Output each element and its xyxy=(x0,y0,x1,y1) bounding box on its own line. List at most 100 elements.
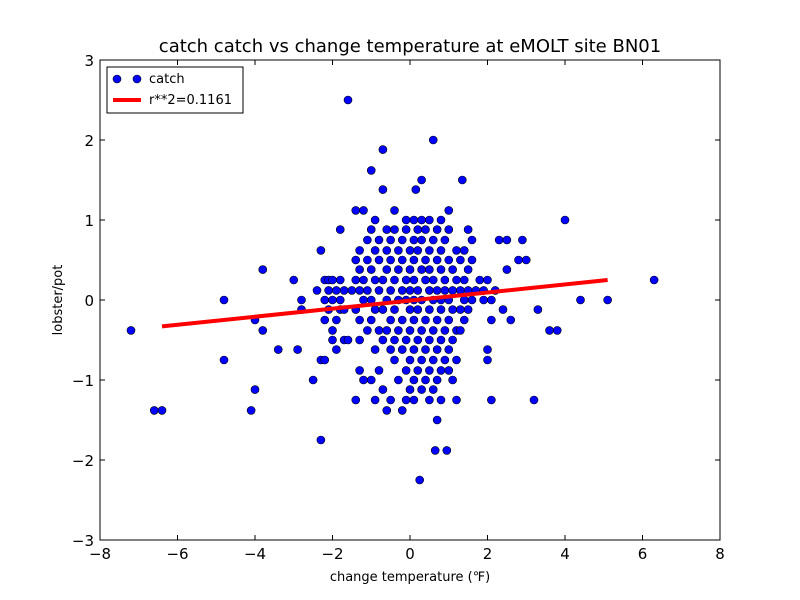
data-point xyxy=(394,246,403,255)
data-point xyxy=(382,265,392,274)
data-point xyxy=(452,395,461,405)
x-tick-label: 0 xyxy=(405,545,415,563)
data-point xyxy=(390,335,399,345)
data-point xyxy=(428,135,438,145)
data-point xyxy=(382,406,392,415)
data-point xyxy=(518,235,527,245)
data-point xyxy=(603,295,612,305)
data-point xyxy=(401,395,411,405)
data-point xyxy=(459,246,469,255)
data-point xyxy=(428,275,438,285)
data-point xyxy=(401,366,411,375)
data-point xyxy=(332,345,341,354)
data-point xyxy=(359,375,368,385)
data-point xyxy=(456,305,465,314)
data-point xyxy=(363,235,372,245)
data-point xyxy=(409,275,419,285)
chart-title: catch catch vs change temperature at eMO… xyxy=(159,36,661,57)
data-point xyxy=(401,215,411,225)
data-point xyxy=(467,255,477,265)
data-point xyxy=(421,345,430,354)
data-point xyxy=(386,395,395,405)
data-point xyxy=(417,235,426,245)
legend-marker-catch xyxy=(112,74,122,84)
data-point xyxy=(157,406,167,415)
data-point xyxy=(397,345,407,354)
y-tick-label: 3 xyxy=(84,52,94,70)
data-point xyxy=(351,255,361,265)
data-point xyxy=(413,286,423,295)
legend-box xyxy=(106,66,244,114)
data-point xyxy=(444,315,454,325)
data-point xyxy=(355,366,364,375)
data-point xyxy=(386,255,395,265)
data-point xyxy=(436,366,446,375)
data-point xyxy=(149,406,159,415)
data-point xyxy=(417,326,426,335)
data-point xyxy=(359,295,368,305)
data-point xyxy=(397,255,407,265)
data-point xyxy=(448,265,457,274)
data-point xyxy=(363,286,372,295)
data-point xyxy=(370,395,380,405)
data-point xyxy=(312,286,322,295)
data-point xyxy=(328,275,337,285)
data-point xyxy=(355,246,364,255)
data-point xyxy=(401,335,411,345)
data-point xyxy=(417,265,426,274)
data-point xyxy=(494,235,504,245)
x-tick-label: 8 xyxy=(715,545,725,563)
x-tick-label: 4 xyxy=(560,545,570,563)
data-point xyxy=(425,246,434,255)
data-point xyxy=(649,275,659,285)
data-point xyxy=(370,246,380,255)
data-point xyxy=(425,395,434,405)
data-point xyxy=(421,255,430,265)
data-point xyxy=(425,305,434,314)
data-point xyxy=(452,246,461,255)
data-point xyxy=(467,235,477,245)
data-point xyxy=(428,326,438,335)
data-point xyxy=(430,446,440,455)
data-point xyxy=(324,286,333,295)
y-axis-label: lobster/pot xyxy=(51,265,66,336)
data-point xyxy=(366,166,376,175)
data-point xyxy=(475,275,485,285)
data-point xyxy=(483,355,492,365)
data-point xyxy=(382,246,392,255)
data-point xyxy=(448,335,457,345)
data-point xyxy=(390,355,399,365)
data-point xyxy=(246,406,256,415)
data-point xyxy=(576,295,585,305)
data-point xyxy=(386,345,395,354)
data-point xyxy=(328,335,337,345)
data-point xyxy=(458,175,467,185)
data-point xyxy=(405,286,415,295)
data-point xyxy=(452,355,461,365)
data-point xyxy=(405,326,415,335)
data-point xyxy=(378,145,388,154)
data-point xyxy=(413,225,423,234)
data-point xyxy=(219,295,229,305)
data-point xyxy=(432,286,442,295)
data-point xyxy=(366,375,376,385)
data-point xyxy=(487,395,496,405)
data-point xyxy=(366,225,376,234)
data-point xyxy=(397,235,407,245)
data-point xyxy=(386,286,395,295)
data-point xyxy=(463,225,473,234)
data-point xyxy=(440,326,450,335)
data-point xyxy=(483,275,492,285)
data-point xyxy=(506,315,516,325)
data-point xyxy=(502,235,512,245)
data-point xyxy=(456,255,465,265)
data-point xyxy=(370,275,380,285)
data-point xyxy=(459,315,469,325)
data-point xyxy=(308,375,318,385)
data-point xyxy=(529,395,539,405)
data-point xyxy=(545,326,554,335)
data-point xyxy=(378,275,388,285)
x-axis-label: change temperature (℉) xyxy=(330,570,490,585)
data-point xyxy=(409,395,419,405)
x-tick-label: −8 xyxy=(89,545,111,563)
